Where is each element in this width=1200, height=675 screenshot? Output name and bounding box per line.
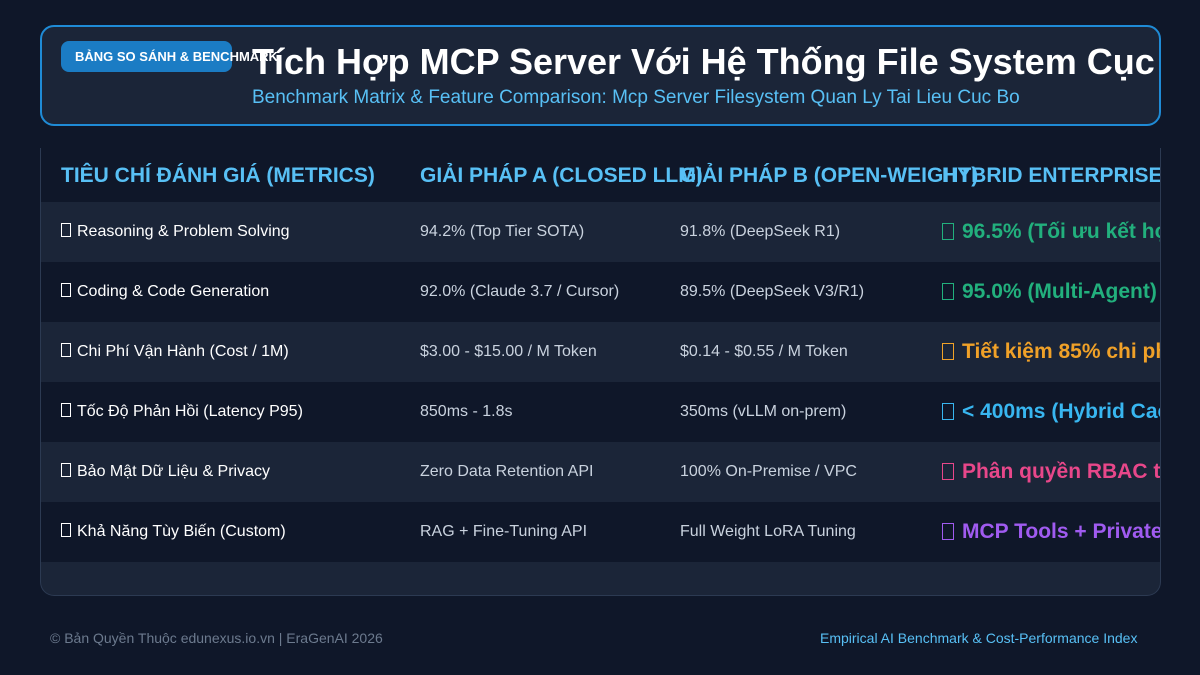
emoji-placeholder-icon <box>61 343 71 357</box>
metric-cell: Khả Năng Tùy Biến (Custom) <box>61 502 286 562</box>
metric-cell: Bảo Mật Dữ Liệu & Privacy <box>61 442 270 502</box>
emoji-placeholder-icon <box>61 223 71 237</box>
emoji-placeholder-icon <box>61 523 71 537</box>
emoji-placeholder-icon <box>942 223 954 240</box>
hybrid-cell-text: 96.5% (Tối ưu kết hợp) <box>962 220 1160 243</box>
page-subtitle: Benchmark Matrix & Feature Comparison: M… <box>252 87 1020 108</box>
header-hybrid: HYBRID ENTERPRISE STACK <box>942 164 1161 187</box>
solution-a-cell-text: 92.0% (Claude 3.7 / Cursor) <box>420 283 620 300</box>
solution-a-cell: 94.2% (Top Tier SOTA) <box>420 202 584 262</box>
header-solution-a: GIẢI PHÁP A (CLOSED LLM) <box>420 164 703 187</box>
solution-a-cell-text: 850ms - 1.8s <box>420 403 513 420</box>
emoji-placeholder-icon <box>61 403 71 417</box>
emoji-placeholder-icon <box>942 463 954 480</box>
header-banner: BẢNG SO SÁNH & BENCHMARK Tích Hợp MCP Se… <box>40 25 1161 126</box>
solution-b-cell: 350ms (vLLM on-prem) <box>680 382 846 442</box>
metric-cell-text: Reasoning & Problem Solving <box>77 223 290 240</box>
table-row: Tốc Độ Phản Hồi (Latency P95) 850ms - 1.8… <box>41 382 1160 442</box>
page-title: Tích Hợp MCP Server Với Hệ Thống File Sy… <box>252 41 1161 82</box>
emoji-placeholder-icon <box>942 403 954 420</box>
table-row: Chi Phí Vận Hành (Cost / 1M) $3.00 - $15.… <box>41 322 1160 382</box>
solution-a-cell-text: RAG + Fine-Tuning API <box>420 523 588 540</box>
solution-b-cell-text: 91.8% (DeepSeek R1) <box>680 223 841 240</box>
metric-cell: Reasoning & Problem Solving <box>61 202 290 262</box>
hybrid-cell-text: Phân quyền RBAC tuyệt đối <box>962 460 1161 483</box>
solution-a-cell-text: 94.2% (Top Tier SOTA) <box>420 223 585 240</box>
solution-b-cell-text: 350ms (vLLM on-prem) <box>680 403 847 420</box>
metric-cell: Tốc Độ Phản Hồi (Latency P95) <box>61 382 303 442</box>
metric-cell-text: Tốc Độ Phản Hồi (Latency P95) <box>77 403 303 420</box>
solution-b-cell-text: 89.5% (DeepSeek V3/R1) <box>680 283 865 300</box>
metric-cell: Chi Phí Vận Hành (Cost / 1M) <box>61 322 289 382</box>
table-row: Khả Năng Tùy Biến (Custom) RAG + Fine-Tun… <box>41 502 1160 562</box>
hybrid-cell: < 400ms (Hybrid Cache) <box>942 382 1160 442</box>
solution-a-cell: Zero Data Retention API <box>420 442 593 502</box>
table-row: Bảo Mật Dữ Liệu & Privacy Zero Data Reten… <box>41 442 1160 502</box>
table-row: Coding & Code Generation 92.0% (Claude 3.… <box>41 262 1160 322</box>
solution-b-cell-text: 100% On-Premise / VPC <box>680 463 857 480</box>
emoji-placeholder-icon <box>942 523 954 540</box>
solution-b-cell: 100% On-Premise / VPC <box>680 442 857 502</box>
table-header: TIÊU CHÍ ĐÁNH GIÁ (METRICS) GIẢI PHÁP A … <box>41 148 1160 202</box>
hybrid-cell: MCP Tools + Private RAG <box>942 502 1161 562</box>
hybrid-cell-text: < 400ms (Hybrid Cache) <box>962 400 1160 423</box>
hybrid-cell-text: Tiết kiệm 85% chi phí <box>962 340 1161 363</box>
hybrid-cell: 96.5% (Tối ưu kết hợp) <box>942 202 1160 262</box>
solution-a-cell-text: Zero Data Retention API <box>420 463 594 480</box>
solution-b-cell: 91.8% (DeepSeek R1) <box>680 202 840 262</box>
hybrid-cell-text: MCP Tools + Private RAG <box>962 520 1161 543</box>
solution-a-cell: $3.00 - $15.00 / M Token <box>420 322 597 382</box>
emoji-placeholder-icon <box>942 283 954 300</box>
metric-cell-text: Bảo Mật Dữ Liệu & Privacy <box>77 463 271 480</box>
solution-b-cell: $0.14 - $0.55 / M Token <box>680 322 848 382</box>
emoji-placeholder-icon <box>942 343 954 360</box>
solution-a-cell: 850ms - 1.8s <box>420 382 512 442</box>
metric-cell-text: Coding & Code Generation <box>77 283 270 300</box>
header-solution-b: GIẢI PHÁP B (OPEN-WEIGHT) <box>680 164 979 187</box>
solution-a-cell: 92.0% (Claude 3.7 / Cursor) <box>420 262 619 322</box>
table-row: Reasoning & Problem Solving 94.2% (Top Ti… <box>41 202 1160 262</box>
header-metrics: TIÊU CHÍ ĐÁNH GIÁ (METRICS) <box>61 164 375 187</box>
solution-a-cell-text: $3.00 - $15.00 / M Token <box>420 343 597 360</box>
hybrid-cell-text: 95.0% (Multi-Agent) <box>962 280 1157 303</box>
emoji-placeholder-icon <box>61 463 71 477</box>
hybrid-cell: Tiết kiệm 85% chi phí <box>942 322 1161 382</box>
solution-a-cell: RAG + Fine-Tuning API <box>420 502 587 562</box>
metric-cell: Coding & Code Generation <box>61 262 269 322</box>
hybrid-cell: 95.0% (Multi-Agent) <box>942 262 1157 322</box>
category-badge: BẢNG SO SÁNH & BENCHMARK <box>61 41 278 72</box>
emoji-placeholder-icon <box>61 283 71 297</box>
copyright-text: © Bản Quyền Thuộc edunexus.io.vn | EraGe… <box>50 630 383 646</box>
solution-b-cell: 89.5% (DeepSeek V3/R1) <box>680 262 864 322</box>
solution-b-cell: Full Weight LoRA Tuning <box>680 502 856 562</box>
solution-b-cell-text: $0.14 - $0.55 / M Token <box>680 343 848 360</box>
footer-tagline: Empirical AI Benchmark & Cost-Performanc… <box>820 630 1138 646</box>
comparison-table: TIÊU CHÍ ĐÁNH GIÁ (METRICS) GIẢI PHÁP A … <box>40 148 1161 596</box>
metric-cell-text: Chi Phí Vận Hành (Cost / 1M) <box>77 343 289 360</box>
solution-b-cell-text: Full Weight LoRA Tuning <box>680 523 856 540</box>
hybrid-cell: Phân quyền RBAC tuyệt đối <box>942 442 1161 502</box>
metric-cell-text: Khả Năng Tùy Biến (Custom) <box>77 523 286 540</box>
